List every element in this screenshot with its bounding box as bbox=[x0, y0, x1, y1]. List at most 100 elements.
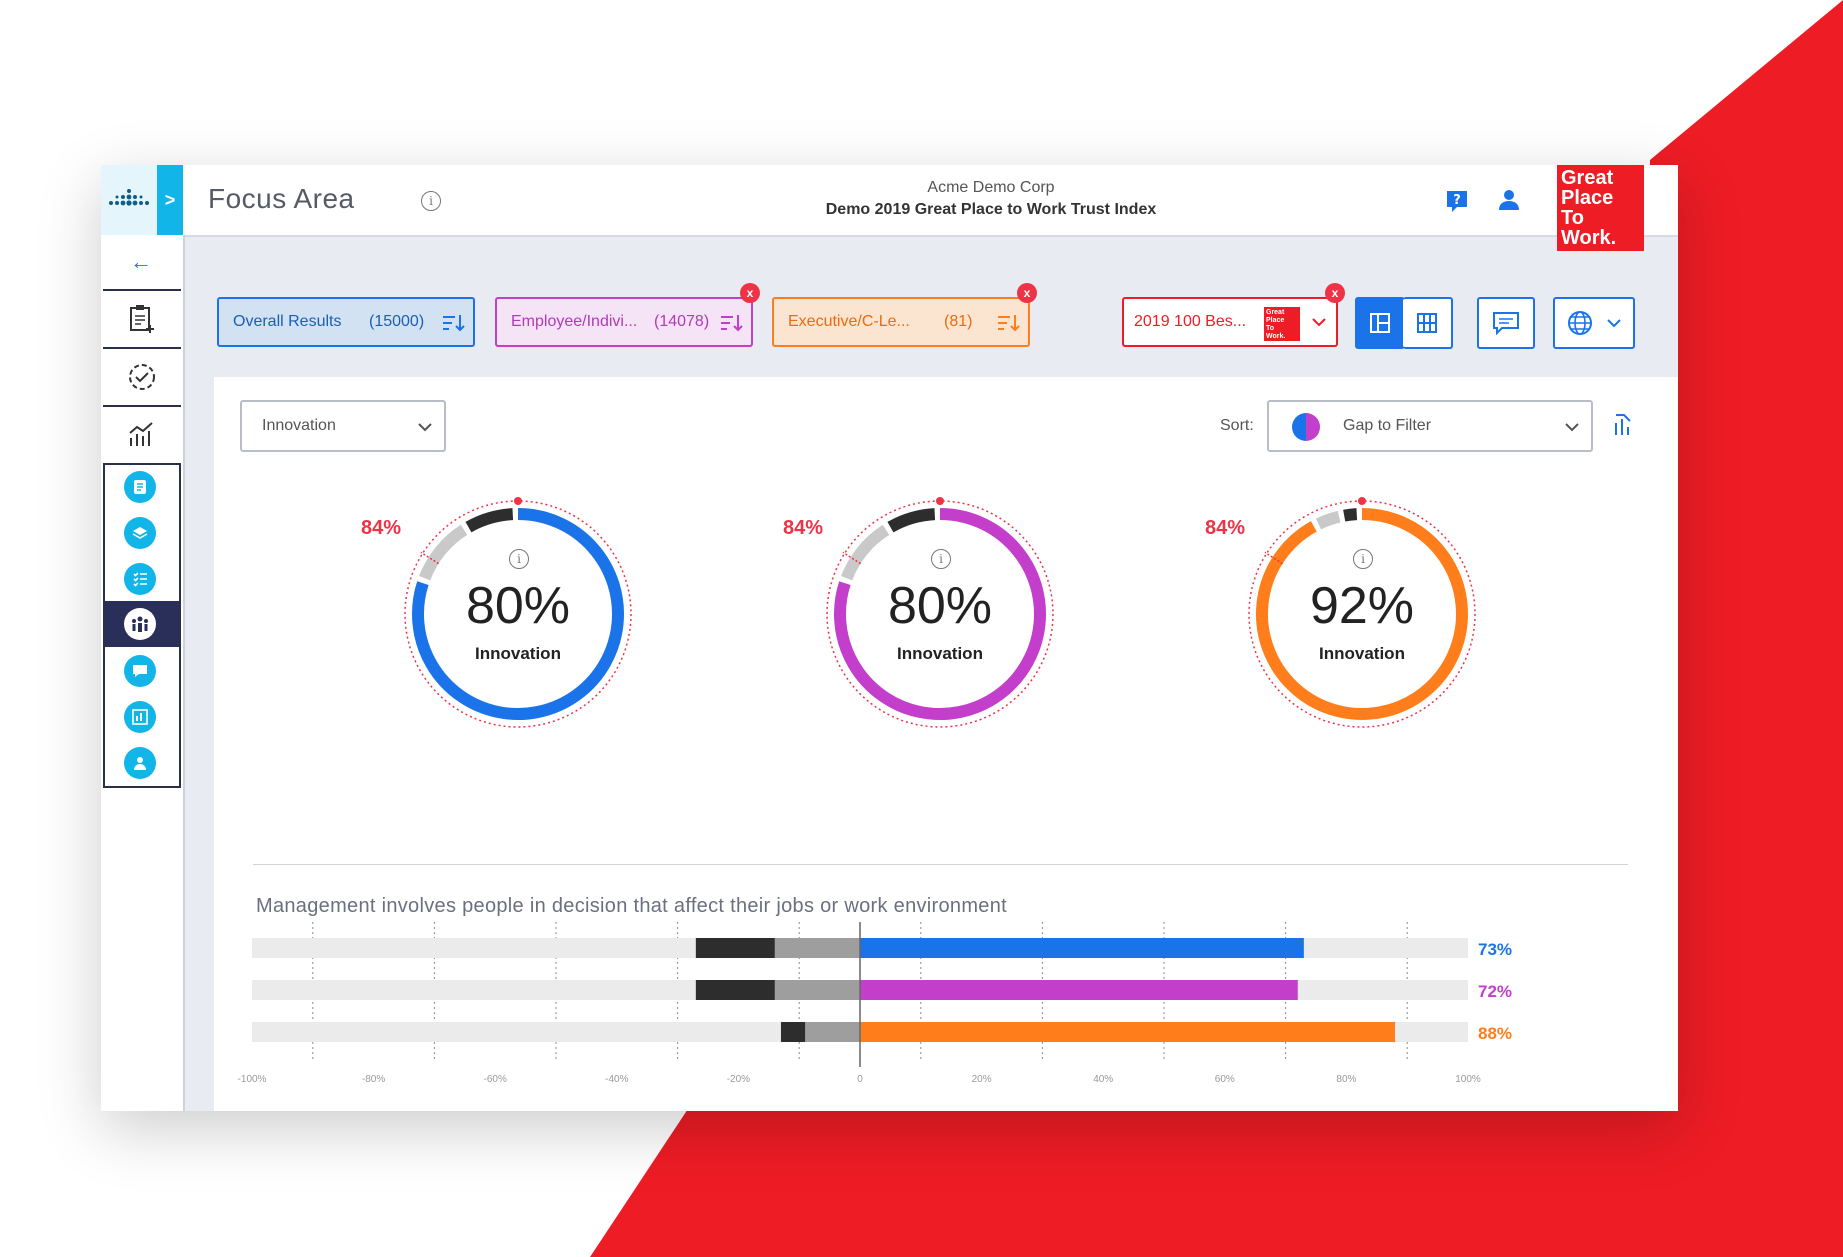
remove-benchmark-button[interactable]: x bbox=[1325, 283, 1345, 303]
filter-chip-overall[interactable]: Overall Results (15000) bbox=[217, 297, 475, 347]
sidebar-item-profile[interactable] bbox=[124, 747, 156, 779]
survey-name: Demo 2019 Great Place to Work Trust Inde… bbox=[825, 201, 1157, 218]
sidebar-item-report[interactable] bbox=[124, 471, 156, 503]
donut-value: 80% bbox=[887, 577, 993, 635]
sidebar: ← bbox=[101, 235, 185, 1111]
sidebar-item-layers[interactable] bbox=[124, 517, 156, 549]
sidebar-item-analytics[interactable] bbox=[103, 407, 181, 465]
user-icon[interactable] bbox=[1498, 189, 1520, 211]
bar-neutral bbox=[774, 938, 860, 958]
x-tick-label: 100% bbox=[1455, 1074, 1481, 1085]
clipboard-add-icon bbox=[130, 305, 154, 333]
sort-icon[interactable] bbox=[996, 312, 1020, 334]
comments-button[interactable] bbox=[1477, 297, 1535, 349]
page-title: Focus Area bbox=[208, 183, 355, 214]
trend-chart-icon bbox=[129, 422, 153, 446]
filter-chip-executive[interactable]: Executive/C-Le... (81) x bbox=[772, 283, 1037, 347]
donut-label: Innovation bbox=[475, 644, 561, 663]
donut-value: 80% bbox=[465, 577, 571, 635]
info-icon[interactable]: i bbox=[509, 549, 529, 569]
benchmark-tick bbox=[420, 551, 440, 565]
remove-filter-button[interactable]: x bbox=[1017, 283, 1037, 303]
bar-positive bbox=[860, 1022, 1396, 1042]
filter-label: Overall Results bbox=[233, 313, 342, 330]
bar-neutral bbox=[774, 980, 860, 1000]
sort-icon[interactable] bbox=[719, 312, 743, 334]
donut-value: 92% bbox=[1309, 577, 1415, 635]
donut-negative-arc bbox=[887, 508, 936, 533]
bar-negative bbox=[695, 980, 775, 1000]
filter-count: (14078) bbox=[654, 313, 710, 330]
bar-value-label: 72% bbox=[1478, 982, 1512, 1001]
benchmark-label: 2019 100 Bes... bbox=[1134, 313, 1247, 330]
benchmark-logo: Great Place To Work. bbox=[1264, 307, 1300, 341]
filter-chip-employee[interactable]: Employee/Indivi... (14078) x bbox=[495, 283, 760, 347]
benchmark-value: 84% bbox=[361, 517, 402, 539]
layers-icon bbox=[132, 527, 148, 539]
dots-logo-icon bbox=[109, 189, 149, 206]
category-value: Innovation bbox=[262, 417, 336, 434]
filter-label: Executive/C-Le... bbox=[788, 313, 910, 330]
layout-panels-icon bbox=[1370, 313, 1390, 333]
x-tick-label: -80% bbox=[362, 1074, 385, 1085]
filter-count: (15000) bbox=[369, 313, 425, 330]
bar-positive bbox=[860, 980, 1298, 1000]
donut-label: Innovation bbox=[1319, 644, 1405, 663]
x-tick-label: -100% bbox=[238, 1074, 267, 1085]
people-icon bbox=[124, 608, 156, 640]
chevron-down-icon bbox=[418, 423, 432, 432]
bar-negative bbox=[780, 1022, 806, 1042]
benchmark-select[interactable]: 2019 100 Bes... Great Place To Work. x bbox=[1122, 283, 1345, 347]
donut-neutral-arc bbox=[1315, 510, 1341, 530]
sort-label: Sort: bbox=[1220, 417, 1254, 434]
app-window: > Focus Area i Acme Demo Corp Demo 2019 … bbox=[101, 165, 1678, 1111]
focus-area-card: Innovation Sort: Gap to Filter i 80% Inn… bbox=[214, 377, 1678, 1111]
benchmark-marker bbox=[936, 497, 944, 505]
sidebar-item-checklist[interactable] bbox=[124, 563, 156, 595]
board-icon bbox=[132, 709, 148, 725]
sort-order-icon[interactable] bbox=[1613, 411, 1637, 437]
donut-ring bbox=[1248, 497, 1476, 728]
donut-positive-arc bbox=[834, 508, 1046, 720]
x-tick-label: 0 bbox=[857, 1074, 863, 1085]
info-icon[interactable]: i bbox=[421, 191, 441, 211]
bar-value-label: 88% bbox=[1478, 1024, 1512, 1043]
check-circle-icon bbox=[129, 364, 155, 390]
back-button[interactable]: ← bbox=[130, 249, 152, 274]
benchmark-value: 84% bbox=[1205, 517, 1246, 539]
filter-count: (81) bbox=[944, 313, 973, 330]
svg-text:?: ? bbox=[1453, 193, 1461, 208]
sort-icon[interactable] bbox=[441, 312, 465, 334]
bar-value-label: 73% bbox=[1478, 940, 1512, 959]
chevron-down-icon bbox=[1565, 423, 1579, 432]
globe-icon bbox=[1568, 311, 1592, 335]
sort-select[interactable]: Gap to Filter bbox=[1267, 400, 1593, 452]
benchmark-marker bbox=[514, 497, 522, 505]
donut-ring bbox=[404, 497, 632, 728]
language-select[interactable] bbox=[1553, 297, 1635, 349]
grid-view-button[interactable] bbox=[1403, 297, 1453, 349]
sidebar-item-progress[interactable] bbox=[103, 349, 181, 407]
bar-negative bbox=[695, 938, 775, 958]
sidebar-item-comments[interactable] bbox=[124, 655, 156, 687]
person-icon bbox=[134, 757, 146, 770]
x-tick-label: -20% bbox=[727, 1074, 750, 1085]
bar-neutral bbox=[805, 1022, 860, 1042]
sidebar-expand-button[interactable]: > bbox=[157, 165, 183, 235]
donut-neutral-arc bbox=[419, 524, 468, 581]
sidebar-item-board[interactable] bbox=[124, 701, 156, 733]
chevron-down-icon bbox=[1312, 318, 1326, 327]
x-tick-label: -40% bbox=[605, 1074, 628, 1085]
remove-filter-button[interactable]: x bbox=[740, 283, 760, 303]
donut-ring bbox=[826, 497, 1054, 728]
category-select[interactable]: Innovation bbox=[240, 400, 446, 452]
layout-view-button[interactable] bbox=[1355, 297, 1405, 349]
info-icon[interactable]: i bbox=[931, 549, 951, 569]
divider bbox=[253, 864, 1628, 865]
x-tick-label: 20% bbox=[972, 1074, 992, 1085]
great-place-to-work-logo: Great Place To Work. bbox=[1557, 165, 1644, 251]
benchmark-marker bbox=[1358, 497, 1366, 505]
info-icon[interactable]: i bbox=[1353, 549, 1373, 569]
help-icon[interactable]: ? bbox=[1445, 189, 1469, 213]
sidebar-item-survey[interactable] bbox=[103, 289, 181, 349]
